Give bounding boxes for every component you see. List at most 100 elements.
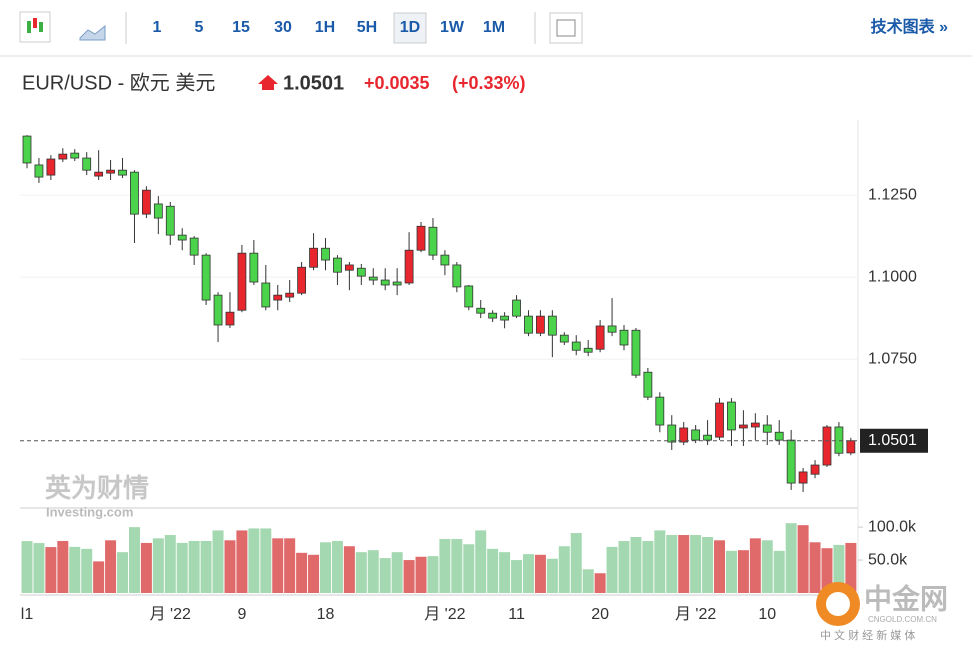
candle-body [536, 315, 545, 334]
volume-bar [200, 540, 212, 593]
volume-bar [415, 556, 427, 593]
active-interval [393, 12, 427, 44]
technical-link[interactable]: 技术图表 » [871, 17, 948, 36]
candle-body [297, 266, 307, 294]
candle-body [488, 312, 498, 319]
instrument-title: EUR/USD - 欧元 美元 [22, 71, 215, 94]
interval-button[interactable]: 15 [232, 19, 250, 36]
volume-bar [367, 550, 379, 593]
candle-body [607, 325, 617, 333]
candle-body [237, 252, 247, 311]
interval-button[interactable]: 1H [315, 19, 335, 36]
candle-body [356, 267, 366, 277]
candle-body [249, 252, 259, 283]
candle-body [130, 171, 139, 215]
candle-body [321, 247, 330, 261]
volume-bar [117, 552, 129, 593]
volume-bar [152, 538, 164, 593]
volume-bar [296, 552, 308, 593]
last-price-box [860, 428, 928, 453]
price-change-pct: (+0.33%) [452, 73, 526, 93]
candle-body [428, 226, 438, 256]
candle-body [58, 153, 68, 160]
candle-body [619, 329, 629, 346]
volume-bar [522, 554, 534, 593]
layout-icon[interactable] [549, 12, 583, 44]
volume-bar [140, 542, 152, 593]
candle-body [82, 157, 92, 171]
volume-bar [797, 525, 809, 593]
icon-shape [556, 19, 576, 37]
volume-bar [618, 540, 630, 593]
interval-button[interactable]: 5 [195, 19, 204, 36]
candle-body [643, 371, 653, 398]
candle-body [834, 426, 844, 454]
candle-body [703, 434, 712, 441]
volume-bar [845, 542, 857, 593]
volume-bar [57, 540, 69, 593]
candle-body [762, 424, 772, 433]
candle-body [655, 396, 665, 426]
candle-body [512, 299, 521, 317]
area-icon[interactable] [79, 24, 106, 41]
volume-bar [487, 548, 499, 593]
volume-bar [558, 546, 570, 593]
volume-bar [606, 546, 618, 593]
x-tick-label: 月 '22 [150, 606, 191, 623]
candle-body [141, 189, 151, 215]
interval-button[interactable]: 5H [357, 19, 377, 36]
candle-body [631, 329, 641, 376]
candle-body [333, 257, 342, 273]
logo-slogan: 中 文 财 经 新 媒 体 [820, 628, 915, 642]
volume-bar [714, 540, 726, 593]
candle-body [667, 424, 677, 443]
icon-frame [549, 12, 583, 44]
volume-bar [737, 550, 749, 593]
volume-bar [128, 527, 140, 593]
candle-body [846, 440, 856, 454]
candle-body [810, 464, 820, 475]
candle-body [106, 169, 115, 174]
candle-body [739, 424, 748, 429]
volume-bar [391, 552, 403, 593]
volume-bar [320, 542, 331, 593]
x-tick-label: 20 [591, 606, 609, 623]
candle-body [440, 254, 450, 266]
price-change: +0.0035 [364, 73, 430, 93]
volume-bar [188, 540, 200, 593]
interval-button[interactable]: 1W [440, 19, 465, 36]
volume-bar [248, 528, 260, 593]
y-tick-label: 1.0750 [868, 350, 917, 367]
last-price: 1.0501 [283, 72, 344, 94]
x-tick-label: 月 '22 [424, 606, 465, 623]
volume-bar [833, 544, 845, 593]
volume-bar [499, 552, 511, 593]
volume-bar [630, 537, 642, 593]
x-tick-label: 9 [237, 606, 246, 623]
candle-body [392, 281, 402, 286]
interval-button[interactable]: 1D [400, 19, 420, 36]
volume-bar [105, 540, 117, 593]
candle-body [46, 158, 56, 176]
volume-bar [176, 542, 188, 593]
volume-bar [534, 554, 546, 593]
volume-bar [81, 548, 93, 593]
candle-icon[interactable] [19, 11, 51, 43]
interval-button[interactable]: 1 [153, 19, 162, 36]
volume-bar [21, 541, 33, 593]
volume-bar [284, 538, 296, 593]
candle-body [404, 249, 414, 284]
candle-body [153, 203, 163, 219]
candle-body [309, 247, 318, 268]
interval-button[interactable]: 1M [483, 19, 505, 36]
plot [20, 135, 863, 593]
volume-bar [690, 535, 702, 593]
volume-bar [773, 550, 785, 593]
volume-bar [164, 535, 176, 593]
volume-bar [511, 560, 523, 593]
candle-body [786, 439, 796, 484]
interval-button[interactable]: 30 [274, 19, 292, 36]
volume-bar [463, 544, 475, 593]
watermark-brand: 英为财情 [45, 473, 149, 503]
